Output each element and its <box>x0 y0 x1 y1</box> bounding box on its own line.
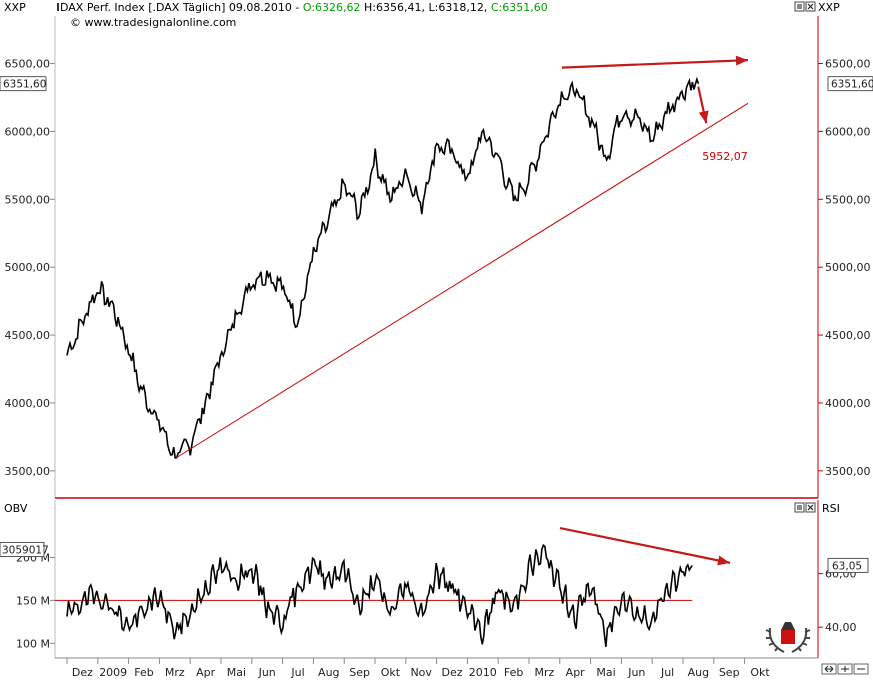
laurel-logo-icon <box>765 622 811 653</box>
y-tick-label-left: 6000,00 <box>5 125 51 138</box>
rsi-divergence-arrow-icon <box>559 526 731 566</box>
x-tick-label: Feb <box>504 666 523 679</box>
title-text: DAX Perf. Index [.DAX Täglich] 09.08.201… <box>60 1 548 14</box>
x-tick-label: Mrz <box>535 666 555 679</box>
y-tick-label-left: 3500,00 <box>5 465 51 478</box>
open-value: O:6326,62 <box>303 1 361 14</box>
grip-icon <box>57 3 59 11</box>
x-tick-label: 2010 <box>469 666 497 679</box>
x-axis: Dez 2009 Feb Mrz Apr Mai Jun Jul Aug Sep Okt Nov Dez… <box>55 657 818 679</box>
close-value: C:6351,60 <box>491 1 548 14</box>
obv-last-badge: 3059017 <box>0 541 49 557</box>
x-tick-label: Okt <box>381 666 401 679</box>
x-tick-label: Sep <box>349 666 370 679</box>
left-code-label: XXP <box>4 1 26 14</box>
x-tick-label: Sep <box>719 666 740 679</box>
y-tick-label-right: 6500,00 <box>825 58 871 71</box>
divergence-arrow-icon <box>561 55 749 69</box>
y-tick-label-right: 5000,00 <box>825 261 871 274</box>
last-value-text: 6351,60 <box>3 79 46 91</box>
x-tick-label: Jun <box>258 666 276 679</box>
rsi-last-text: 63,05 <box>832 560 862 572</box>
x-tick-label: Dez <box>441 666 462 679</box>
y-tick-label-left: 4500,00 <box>5 329 51 342</box>
x-tick-label: Aug <box>688 666 709 679</box>
rsi-label: RSI <box>822 502 840 515</box>
rsi-tick-label: 40,00 <box>825 621 857 634</box>
x-tick-label: Okt <box>750 666 770 679</box>
obv-label: OBV <box>4 502 28 515</box>
source-text: © www.tradesignalonline.com <box>70 16 236 29</box>
y-tick-label-left: 6500,00 <box>5 58 51 71</box>
x-tick-label: Nov <box>410 666 432 679</box>
x-tick-label: Jul <box>660 666 674 679</box>
price-panel: 3500,00 3500,00 4000,00 4000,00 4500,00 4500,… <box>0 16 873 499</box>
y-tick-label-right: 6000,00 <box>825 125 871 138</box>
x-tick-label: Mrz <box>165 666 185 679</box>
y-tick-label-right: 3500,00 <box>825 465 871 478</box>
support-trend-line <box>174 102 749 460</box>
scroll-buttons[interactable] <box>821 663 869 675</box>
support-value-label: 5952,07 <box>702 150 748 163</box>
obv-tick-label: 100 M <box>16 637 50 650</box>
x-tick-label: Mai <box>227 666 246 679</box>
high-value: H:6356,41 <box>364 1 421 14</box>
chart-header: XXP XXP DAX Perf. Index [.DAX Täglich] 0… <box>4 1 840 513</box>
x-tick-label: Dez <box>72 666 93 679</box>
rsi-line <box>66 543 693 647</box>
y-tick-label-right: 4500,00 <box>825 329 871 342</box>
dax-price-line <box>66 76 700 459</box>
x-tick-label: 2009 <box>99 666 127 679</box>
x-tick-label: Aug <box>318 666 339 679</box>
last-value-badge: 6351,60 <box>0 76 47 92</box>
y-tick-label-left: 5000,00 <box>5 261 51 274</box>
last-value-badge: 6351,60 <box>827 76 873 92</box>
x-tick-label: Apr <box>566 666 586 679</box>
x-tick-label: Apr <box>196 666 216 679</box>
y-tick-label-right: 4000,00 <box>825 397 871 410</box>
square-icon[interactable] <box>794 1 805 12</box>
y-tick-label-right: 5500,00 <box>825 193 871 206</box>
obv-last-text: 3059017 <box>2 544 49 556</box>
y-tick-label-left: 4000,00 <box>5 397 51 410</box>
x-tick-label: Jun <box>627 666 645 679</box>
x-tick-label: Feb <box>134 666 153 679</box>
drop-arrow-icon <box>697 86 709 124</box>
x-tick-label: Mai <box>596 666 615 679</box>
rsi-last-badge: 63,05 <box>827 557 869 573</box>
last-value-text: 6351,60 <box>831 79 873 91</box>
close-icon[interactable] <box>805 1 816 12</box>
obv-tick-label: 150 M <box>16 594 50 607</box>
right-code-label: XXP <box>818 1 840 14</box>
close-icon[interactable] <box>805 502 816 513</box>
square-icon[interactable] <box>794 502 805 513</box>
low-value: L:6318,12 <box>429 1 484 14</box>
title-prefix: DAX Perf. Index [.DAX Täglich] 09.08.201… <box>60 1 303 14</box>
y-tick-label-left: 5500,00 <box>5 193 51 206</box>
x-tick-label: Jul <box>290 666 304 679</box>
